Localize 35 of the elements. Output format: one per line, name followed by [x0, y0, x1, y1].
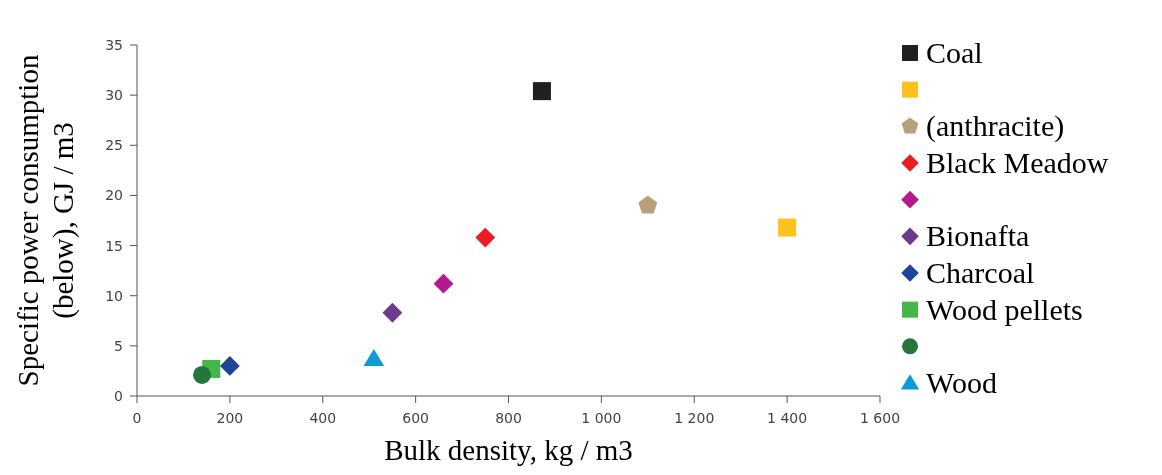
legend-label: Wood	[926, 366, 997, 399]
y-tick-label: 0	[114, 388, 123, 404]
y-tick-label: 30	[105, 87, 123, 104]
legend-label: Wood pellets	[926, 292, 1083, 326]
point	[638, 195, 658, 214]
x-tick-label: 1 400	[767, 410, 808, 426]
x-tick-label: 600	[402, 410, 429, 426]
x-tick-label: 200	[216, 410, 244, 426]
y-axis-title: Specific power consumption (below), GJ / m3	[12, 54, 80, 387]
y-tick-label: 15	[105, 237, 123, 254]
legend-label: Coal	[926, 36, 983, 69]
legend-label: Black Meadow	[926, 146, 1109, 179]
point	[778, 218, 797, 237]
legend-label: Charcoal	[926, 256, 1035, 289]
y-tick-label: 20	[105, 187, 123, 204]
point	[219, 356, 240, 376]
legend-label: Bionafta	[926, 219, 1030, 253]
x-tick-label: 1 000	[581, 410, 622, 426]
y-tick-label: 35	[105, 37, 123, 53]
y-tick-label: 10	[105, 287, 123, 304]
x-tick-label: 1 200	[674, 410, 715, 426]
x-tick-label: 400	[309, 410, 337, 426]
point	[382, 302, 403, 323]
y-tick-label: 5	[114, 337, 123, 354]
legend-label: (anthracite)	[926, 109, 1065, 144]
x-axis-title: Bulk density, kg / m3	[384, 434, 633, 466]
point	[433, 273, 454, 294]
point	[475, 227, 496, 248]
point	[363, 348, 385, 367]
point	[532, 82, 551, 101]
x-tick-label: 1 600	[859, 410, 901, 426]
point	[193, 365, 212, 384]
x-tick-label: 0	[132, 410, 142, 426]
x-tick-label: 800	[495, 410, 522, 426]
y-tick-label: 25	[105, 137, 123, 154]
